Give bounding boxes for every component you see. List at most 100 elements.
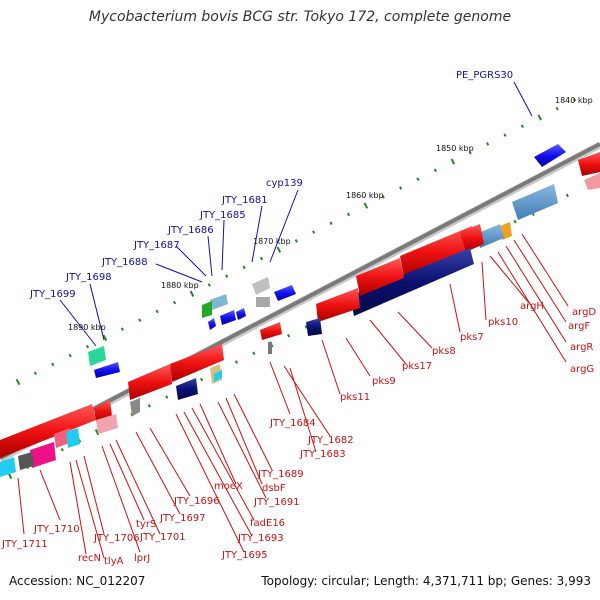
feature-pks7 [400, 226, 474, 278]
scale-tick [565, 193, 569, 198]
label-moeX: moeX [214, 481, 243, 492]
scale-tick [94, 429, 100, 436]
scale-tick [252, 351, 256, 356]
scale-label-1880: 1880 kbp [161, 281, 199, 290]
scale-tick [242, 265, 246, 270]
label-jty-1685: JTY_1685 [199, 210, 246, 221]
label-argR: argR [570, 342, 593, 353]
label-jty-1681: JTY_1681 [221, 195, 268, 206]
label-pks10: pks10 [488, 317, 518, 328]
feature-cyp139 [274, 285, 296, 301]
feature-recN [66, 428, 80, 448]
label-cyp139: cyp139 [266, 178, 303, 189]
scale-tick [60, 447, 64, 452]
features-inner[interactable] [0, 184, 558, 470]
feature-jty-1710 [0, 404, 96, 458]
label-jty-1683: JTY_1683 [299, 449, 346, 460]
scale-tick [200, 377, 204, 382]
scale-tick [416, 177, 420, 181]
feature-pks8 [350, 248, 474, 316]
scale-tick [155, 309, 159, 314]
feature-pks10 [460, 224, 484, 252]
scale-tick [85, 344, 90, 349]
scale-tick [294, 239, 298, 243]
label-jty-1698: JTY_1698 [65, 272, 112, 283]
scale-tick [225, 274, 229, 278]
scale-tick [555, 106, 559, 111]
label-fadE16: fadE16 [250, 518, 285, 529]
feature-jty-1688 [220, 310, 236, 325]
feature-jty-1681-lower [256, 297, 270, 307]
scale-label-1850: 1850 kbp [436, 144, 474, 153]
leader-lines [17, 81, 569, 559]
label-dsbF: dsbF [262, 483, 286, 494]
feature-outer-left-cyan [0, 457, 16, 477]
feature-jty-1684-grey [268, 342, 272, 354]
scale-tick [207, 283, 211, 287]
feature-pe-pgrs30 [534, 144, 566, 167]
scale-tick [102, 334, 108, 342]
label-jty-1697: JTY_1697 [159, 513, 206, 524]
label-pks9: pks9 [372, 376, 396, 387]
feature-tyrS [96, 414, 118, 434]
scale-tick [486, 142, 490, 146]
scale-tick [7, 472, 13, 480]
label-recN: recN [78, 553, 101, 564]
label-pks11: pks11 [340, 392, 370, 403]
scale-tick [329, 221, 333, 226]
scale-tick [363, 202, 369, 209]
scale-tick [312, 230, 316, 234]
scale-tick [68, 353, 72, 358]
label-jty-1691: JTY_1691 [253, 497, 300, 508]
label-jty-1710: JTY_1710 [33, 524, 80, 535]
feature-lprJ [130, 398, 140, 416]
feature-moeX [128, 364, 172, 400]
scale-label-1840: 1840 kbp [555, 96, 593, 105]
scale-tick [520, 124, 524, 129]
scale-label-1860: 1860 kbp [346, 191, 384, 200]
feature-jty-1686 [202, 301, 212, 318]
label-tyrS: tyrS [136, 519, 156, 530]
scale-tick [513, 219, 517, 224]
label-jty-1701: JTY_1701 [139, 532, 186, 543]
feature-jty-1685 [210, 294, 228, 310]
feature-jty-1689 [176, 378, 198, 400]
scale-tick [572, 98, 577, 102]
feature-jty-1681 [252, 277, 270, 295]
label-argG: argG [570, 364, 594, 375]
feature-jty-1688b [236, 308, 246, 320]
scale-tick [537, 114, 542, 121]
feature-pks9 [316, 288, 360, 322]
features-outer[interactable] [0, 144, 600, 477]
scale-tick [399, 186, 403, 190]
scale-tick [276, 246, 282, 253]
scale-tick [259, 256, 264, 261]
feature-outer-pink-right [584, 173, 600, 190]
label-jty-1688: JTY_1688 [101, 257, 148, 268]
label-jty-1706: JTY_1706 [93, 533, 140, 544]
label-argF: argF [568, 321, 590, 332]
label-pks17: pks17 [402, 361, 432, 372]
feature-outer-red-right [578, 152, 600, 176]
feature-jty-1697 [94, 400, 112, 422]
label-jty-1695: JTY_1695 [221, 550, 268, 561]
scale-tick [381, 195, 385, 199]
label-jty-1687: JTY_1687 [133, 240, 180, 251]
scale-label-1890: 1890 kbp [68, 323, 106, 332]
feature-jty-1711 [18, 452, 34, 470]
scale-tick [450, 158, 456, 165]
feature-pks17 [356, 258, 404, 296]
accession-text: Accession: NC_012207 [9, 574, 146, 588]
scale-tick [120, 327, 124, 331]
label-jty-1684: JTY_1684 [269, 418, 316, 429]
feature-jty-1699 [94, 362, 120, 378]
scale-labels: 1840 kbp 1850 kbp 1860 kbp 1870 kbp 1880… [68, 96, 593, 332]
scale-tick [33, 371, 37, 375]
scale-tick [287, 333, 291, 338]
scale-tick [468, 150, 472, 155]
scale-tick [147, 404, 151, 408]
gene-labels-outer: PE_PGRS30 cyp139 JTY_1681 JTY_1685 JTY_1… [29, 70, 513, 300]
feature-argD [512, 184, 558, 220]
label-pks7: pks7 [460, 332, 484, 343]
